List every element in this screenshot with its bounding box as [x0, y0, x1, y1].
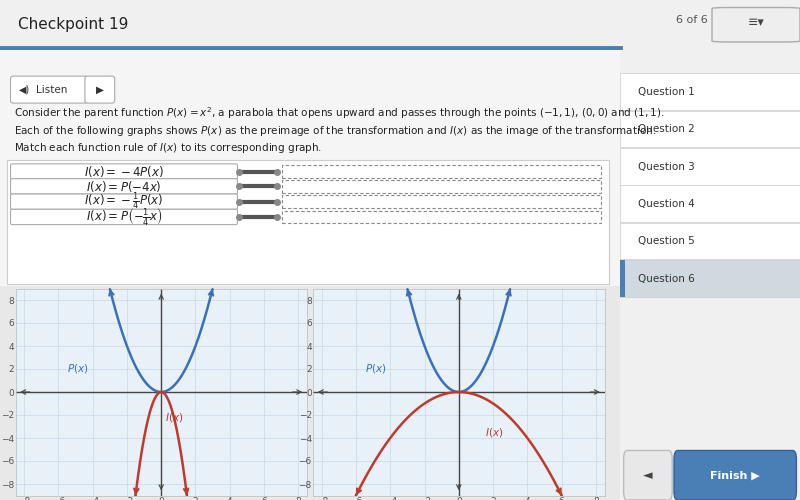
- FancyBboxPatch shape: [282, 196, 602, 208]
- FancyBboxPatch shape: [620, 260, 625, 296]
- FancyBboxPatch shape: [620, 110, 800, 147]
- FancyBboxPatch shape: [712, 8, 800, 42]
- Text: $I(x)$: $I(x)$: [485, 426, 503, 439]
- Text: ≡▾: ≡▾: [748, 16, 764, 29]
- FancyBboxPatch shape: [624, 450, 672, 500]
- Text: Question 2: Question 2: [638, 124, 694, 134]
- FancyBboxPatch shape: [620, 260, 800, 296]
- Text: $I(x) = P(-4x)$: $I(x) = P(-4x)$: [86, 179, 162, 194]
- FancyBboxPatch shape: [10, 178, 238, 194]
- Text: ◀): ◀): [18, 84, 30, 94]
- Text: Question 1: Question 1: [638, 87, 694, 97]
- Text: ▶: ▶: [96, 84, 104, 94]
- Text: Each of the following graphs shows $P(x)$ as the preimage of the transformation : Each of the following graphs shows $P(x)…: [14, 124, 656, 138]
- FancyBboxPatch shape: [0, 50, 620, 500]
- Text: Consider the parent function $P(x) = x^2$, a parabola that opens upward and pass: Consider the parent function $P(x) = x^2…: [14, 105, 664, 121]
- Text: Checkpoint 19: Checkpoint 19: [18, 18, 128, 32]
- Text: Question 6: Question 6: [638, 274, 694, 283]
- Text: Finish ▶: Finish ▶: [710, 470, 760, 480]
- FancyBboxPatch shape: [282, 165, 602, 178]
- FancyBboxPatch shape: [10, 210, 238, 224]
- Text: Match each function rule of $I(x)$ to its corresponding graph.: Match each function rule of $I(x)$ to it…: [14, 141, 322, 155]
- FancyBboxPatch shape: [282, 210, 602, 223]
- Text: $I(x) = -4P(x)$: $I(x) = -4P(x)$: [84, 164, 164, 179]
- Text: ◄: ◄: [643, 469, 653, 482]
- FancyBboxPatch shape: [674, 450, 796, 500]
- FancyBboxPatch shape: [10, 76, 88, 103]
- Text: Question 5: Question 5: [638, 236, 694, 246]
- FancyBboxPatch shape: [620, 73, 800, 110]
- Text: $P(x)$: $P(x)$: [67, 362, 89, 375]
- Text: $I(x)$: $I(x)$: [166, 411, 184, 424]
- FancyBboxPatch shape: [620, 148, 800, 184]
- FancyBboxPatch shape: [620, 186, 800, 222]
- FancyBboxPatch shape: [85, 76, 114, 103]
- FancyBboxPatch shape: [620, 222, 800, 260]
- Text: $I(x) = -\frac{1}{4}P(x)$: $I(x) = -\frac{1}{4}P(x)$: [84, 191, 164, 212]
- FancyBboxPatch shape: [282, 180, 602, 192]
- FancyBboxPatch shape: [0, 286, 620, 500]
- Text: $I(x) = P\left(-\frac{1}{4}x\right)$: $I(x) = P\left(-\frac{1}{4}x\right)$: [86, 206, 162, 228]
- Text: Question 4: Question 4: [638, 199, 694, 209]
- Text: Listen: Listen: [36, 84, 67, 94]
- FancyBboxPatch shape: [10, 164, 238, 179]
- Text: Question 3: Question 3: [638, 162, 694, 172]
- FancyBboxPatch shape: [10, 194, 238, 210]
- Text: $P(x)$: $P(x)$: [365, 362, 386, 375]
- FancyBboxPatch shape: [7, 160, 609, 284]
- Text: 6 of 6: 6 of 6: [676, 15, 708, 25]
